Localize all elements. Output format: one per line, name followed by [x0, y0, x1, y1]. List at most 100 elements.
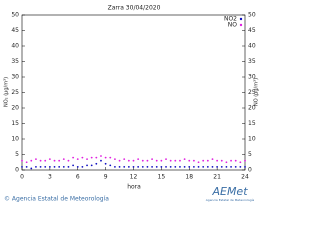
data-point: [123, 158, 126, 161]
data-point: [211, 158, 214, 161]
data-point: [48, 166, 51, 168]
data-point: [72, 156, 75, 159]
data-point: [169, 166, 172, 168]
y2-axis-label: NO (µg/m³): [254, 78, 260, 106]
data-point: [30, 167, 33, 170]
data-point: [81, 156, 84, 159]
data-point: [104, 156, 107, 159]
data-point: [165, 158, 167, 161]
x-tick-label: 15: [158, 174, 166, 181]
data-point: [53, 159, 56, 162]
x-tick-label: 3: [48, 174, 52, 181]
data-point: [132, 166, 135, 168]
y-tick-label: 15: [11, 120, 19, 127]
y-axis-label: NO₂ (µg/m³): [4, 77, 10, 107]
y2-tick-label: 25: [248, 89, 256, 96]
data-point: [81, 166, 84, 168]
data-point: [174, 166, 177, 168]
data-point: [244, 159, 246, 162]
data-point: [109, 164, 112, 167]
plot-frame: [21, 14, 246, 171]
data-point: [58, 166, 61, 168]
data-point: [160, 159, 163, 162]
data-point: [137, 166, 140, 168]
data-point: [234, 166, 237, 168]
data-point: [123, 166, 126, 168]
data-point: [100, 159, 102, 162]
data-point: [188, 166, 191, 168]
data-point: [39, 166, 42, 168]
legend-marker: [239, 17, 243, 21]
data-point: [202, 166, 205, 168]
data-point: [39, 159, 42, 162]
y-tick-label: 30: [11, 74, 19, 81]
data-point: [146, 166, 149, 168]
data-point: [151, 166, 153, 168]
data-point: [35, 158, 37, 161]
x-tick-label: 12: [130, 174, 138, 181]
y-tick-label: 50: [11, 12, 19, 19]
x-axis-label: hora: [127, 184, 141, 191]
data-point: [21, 166, 23, 168]
y-tick-label: 20: [11, 105, 19, 112]
y-tick-label: 35: [11, 58, 19, 65]
y2-tick-label: 0: [248, 167, 252, 174]
data-point: [72, 164, 75, 167]
y2-tick-label: 45: [248, 27, 256, 34]
data-point: [225, 161, 228, 164]
x-tick-label: 9: [104, 174, 108, 181]
data-point: [67, 166, 70, 168]
logo: AEMet: [211, 185, 248, 198]
legend-marker: [239, 23, 243, 27]
y-tick-label: 25: [11, 89, 19, 96]
data-point: [25, 166, 28, 168]
data-point: [206, 166, 209, 168]
data-point: [234, 159, 237, 162]
data-point: [132, 159, 135, 162]
y2-tick-label: 5: [248, 151, 252, 158]
data-point: [160, 166, 163, 168]
data-point: [220, 166, 223, 168]
legend-label: NO2: [224, 16, 237, 23]
data-point: [239, 166, 242, 168]
y2-tick-label: 20: [248, 105, 256, 112]
data-point: [165, 166, 167, 168]
data-point: [202, 159, 205, 162]
data-point: [44, 166, 47, 168]
data-point: [86, 158, 88, 161]
x-tick-label: 24: [241, 174, 249, 181]
y-tick-label: 5: [15, 151, 19, 158]
data-point: [141, 166, 144, 168]
data-point: [90, 164, 93, 167]
y2-tick-label: 50: [248, 12, 256, 19]
data-point: [76, 158, 79, 161]
data-point: [62, 158, 65, 161]
x-tick-label: 0: [20, 174, 24, 181]
data-point: [169, 159, 172, 162]
data-point: [183, 158, 186, 161]
data-point: [183, 166, 186, 168]
data-point: [216, 159, 219, 162]
data-point: [127, 166, 130, 168]
data-point: [67, 159, 70, 162]
data-point: [21, 159, 23, 162]
data-point: [95, 156, 98, 159]
data-point: [44, 159, 47, 162]
data-point: [239, 161, 242, 164]
data-point: [179, 159, 181, 162]
footer: © Agencia Estatal de Meteorología: [4, 196, 109, 203]
data-point: [155, 166, 158, 168]
chart: Zarra 30/04/2020 hora NO₂ (µg/m³) NO (µg…: [4, 5, 260, 203]
y-tick-label: 45: [11, 27, 19, 34]
data-point: [225, 166, 228, 168]
data-point: [90, 156, 93, 159]
data-point: [30, 159, 33, 162]
data-point: [192, 166, 195, 168]
data-point: [25, 161, 28, 164]
y2-tick-label: 40: [248, 43, 256, 50]
x-tick-label: 21: [213, 174, 221, 181]
y2-tick-label: 30: [248, 74, 256, 81]
data-point: [151, 158, 153, 161]
data-point: [104, 162, 107, 165]
data-point: [58, 159, 61, 162]
